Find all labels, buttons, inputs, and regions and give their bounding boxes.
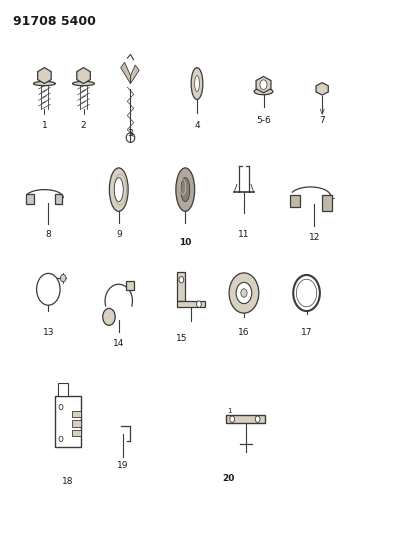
- Text: 16: 16: [238, 328, 250, 337]
- Circle shape: [179, 277, 184, 283]
- Circle shape: [59, 436, 63, 441]
- Polygon shape: [77, 68, 90, 84]
- Ellipse shape: [195, 76, 199, 92]
- Bar: [72, 430, 81, 436]
- Polygon shape: [177, 272, 185, 301]
- Text: 91708 5400: 91708 5400: [13, 14, 96, 28]
- Ellipse shape: [72, 82, 95, 86]
- Ellipse shape: [176, 168, 195, 212]
- Circle shape: [236, 282, 252, 304]
- FancyBboxPatch shape: [322, 195, 332, 211]
- Circle shape: [197, 301, 201, 308]
- Ellipse shape: [191, 68, 203, 100]
- Text: 3: 3: [128, 130, 133, 139]
- Text: 20: 20: [222, 474, 234, 483]
- Polygon shape: [121, 62, 130, 84]
- FancyBboxPatch shape: [290, 195, 299, 207]
- Ellipse shape: [254, 88, 273, 95]
- Bar: [55, 397, 81, 447]
- Ellipse shape: [114, 177, 123, 201]
- Text: 19: 19: [117, 461, 128, 470]
- Polygon shape: [316, 83, 328, 95]
- Ellipse shape: [110, 168, 128, 212]
- Polygon shape: [130, 65, 139, 84]
- Circle shape: [230, 416, 234, 422]
- Bar: [72, 420, 81, 426]
- Text: 8: 8: [45, 230, 51, 239]
- Text: 18: 18: [62, 477, 74, 486]
- Circle shape: [260, 80, 267, 90]
- Ellipse shape: [181, 177, 190, 201]
- Polygon shape: [177, 301, 205, 308]
- Text: 2: 2: [81, 122, 86, 131]
- Text: 12: 12: [309, 233, 320, 242]
- Ellipse shape: [33, 82, 56, 86]
- FancyBboxPatch shape: [26, 194, 34, 205]
- Bar: [226, 416, 266, 423]
- Text: 10: 10: [179, 238, 191, 247]
- Circle shape: [229, 273, 259, 313]
- Circle shape: [59, 405, 63, 410]
- Text: 15: 15: [176, 334, 187, 343]
- Polygon shape: [38, 68, 51, 84]
- Circle shape: [103, 309, 115, 325]
- Text: 13: 13: [43, 328, 54, 337]
- Polygon shape: [256, 76, 271, 93]
- Circle shape: [60, 274, 66, 282]
- Circle shape: [255, 416, 260, 422]
- Text: 14: 14: [113, 339, 125, 348]
- Text: 4: 4: [194, 122, 200, 131]
- Bar: [58, 383, 68, 397]
- Bar: [72, 411, 81, 417]
- Circle shape: [241, 289, 247, 297]
- Text: 9: 9: [116, 230, 122, 239]
- Text: 7: 7: [319, 116, 325, 125]
- Text: 1: 1: [227, 408, 232, 414]
- Text: 11: 11: [238, 230, 250, 239]
- FancyBboxPatch shape: [126, 281, 134, 290]
- Text: 17: 17: [301, 328, 312, 337]
- Text: 5-6: 5-6: [256, 116, 271, 125]
- FancyBboxPatch shape: [55, 194, 62, 205]
- Text: 1: 1: [41, 122, 47, 131]
